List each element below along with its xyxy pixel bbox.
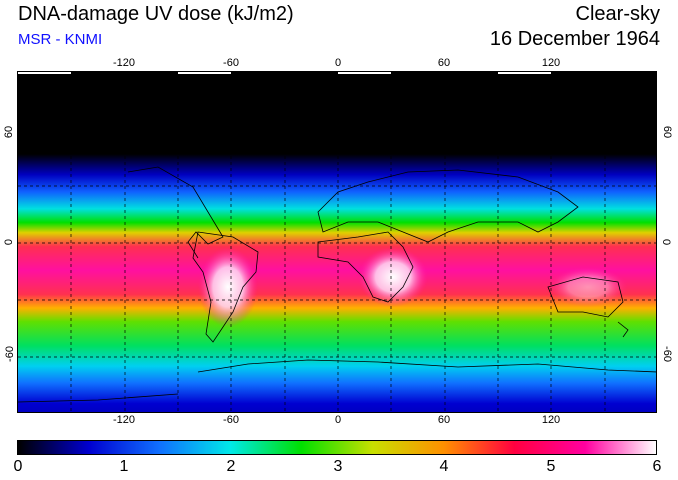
lon-tick-bottom-label: -120 xyxy=(112,414,136,426)
lon-tick-top-label: 0 xyxy=(334,57,342,69)
lon-tick-bottom-label: 60 xyxy=(437,414,451,426)
color-scale-label: 6 xyxy=(652,458,662,475)
color-scale-label: 3 xyxy=(333,458,343,475)
lon-tick-bottom-label: -60 xyxy=(223,414,239,426)
uv-dose-map-svg xyxy=(18,72,656,412)
source-label: MSR - KNMI xyxy=(18,31,103,48)
color-scale-label: 5 xyxy=(546,458,556,475)
color-scale-label: 0 xyxy=(13,458,23,475)
color-scale-label: 4 xyxy=(439,458,449,475)
lon-tick-bottom-label: 120 xyxy=(541,414,561,426)
sky-condition-label: Clear-sky xyxy=(575,3,660,25)
lat-tick-right-label: 60 xyxy=(661,125,674,139)
color-scale-label: 2 xyxy=(226,458,236,475)
lon-tick-bottom-label: 0 xyxy=(334,414,342,426)
lon-tick-top-label: -60 xyxy=(223,57,239,69)
lon-tick-top-label: 60 xyxy=(437,57,451,69)
lat-tick-left-label: 60 xyxy=(3,125,16,139)
color-scale-label: 1 xyxy=(119,458,129,475)
color-scale-bar xyxy=(17,440,657,455)
graticule xyxy=(18,72,656,412)
coastlines xyxy=(18,166,656,403)
frame-ticks xyxy=(18,72,551,74)
lat-tick-left-label: -60 xyxy=(3,346,16,362)
date-label: 16 December 1964 xyxy=(489,28,660,50)
lon-tick-top-label: 120 xyxy=(541,57,561,69)
uv-dose-map xyxy=(17,71,657,413)
lat-tick-right-label: -60 xyxy=(660,346,673,362)
lon-tick-top-label: -120 xyxy=(112,57,136,69)
lat-tick-left-label: 0 xyxy=(3,238,16,246)
lat-tick-right-label: 0 xyxy=(660,238,673,246)
map-title: DNA-damage UV dose (kJ/m2) xyxy=(18,3,294,25)
